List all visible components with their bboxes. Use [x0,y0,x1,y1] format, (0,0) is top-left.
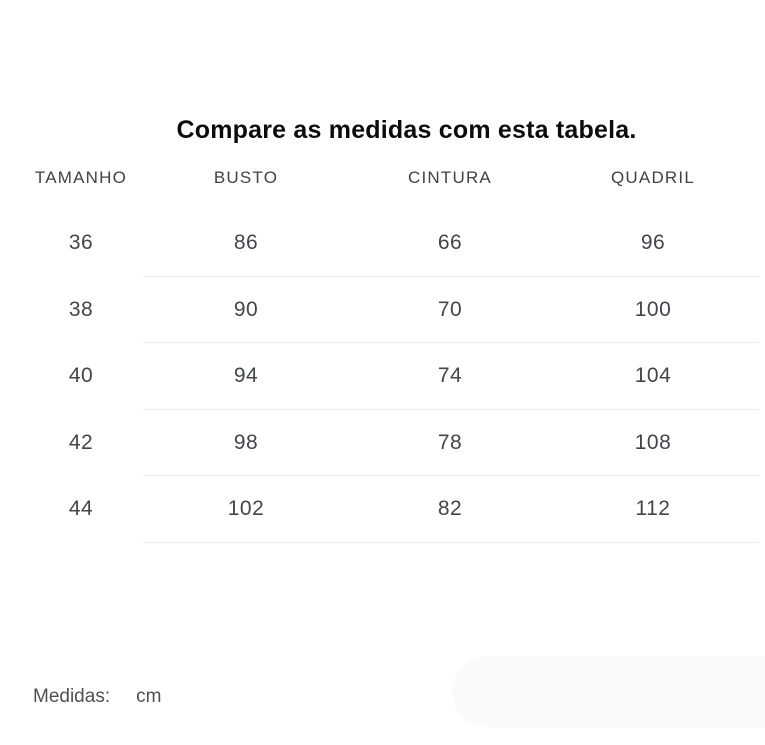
cell-busto: 86 [233,231,259,255]
measurement-unit: cm [136,686,162,707]
cell-tamanho: 36 [68,231,94,255]
cell-cintura: 74 [437,364,463,388]
page-title: Compare as medidas com esta tabela. [176,116,637,144]
cell-quadril: 108 [634,430,672,454]
cell-cintura: 78 [437,430,463,454]
measurements-footer: Medidas: cm [33,685,161,709]
table-row: 42 98 78 108 [0,410,759,476]
table-row: 40 94 74 104 [0,343,759,410]
column-header-busto: BUSTO [213,168,279,187]
table-row: 36 86 66 96 [0,210,759,277]
row-divider [143,275,759,277]
cell-tamanho: 42 [68,430,94,454]
row-divider [143,541,759,543]
column-header-tamanho: TAMANHO [34,168,128,187]
size-table-body: 36 86 66 96 38 90 70 100 40 94 74 104 42… [0,210,765,543]
cell-busto: 98 [233,430,259,454]
table-row: 38 90 70 100 [0,277,759,343]
cell-quadril: 112 [635,497,671,521]
table-header-row: TAMANHO BUSTO CINTURA QUADRIL [0,163,736,193]
cell-busto: 102 [227,497,265,521]
cell-cintura: 70 [437,297,463,321]
cell-quadril: 96 [640,231,666,255]
cell-quadril: 104 [634,364,672,388]
cell-quadril: 100 [634,297,672,321]
row-divider [143,408,759,410]
column-header-quadril: QUADRIL [611,168,695,187]
table-row: 44 102 82 112 [0,476,759,543]
highlight-pill [452,656,765,727]
row-divider [143,475,759,476]
cell-cintura: 82 [437,497,463,521]
cell-tamanho: 38 [68,297,94,321]
column-header-cintura: CINTURA [408,168,492,187]
row-divider [143,342,759,343]
cell-busto: 90 [233,297,259,321]
cell-cintura: 66 [437,231,463,255]
cell-tamanho: 44 [68,497,94,521]
cell-busto: 94 [233,364,259,388]
measurements-label: Medidas: [33,686,111,707]
cell-tamanho: 40 [68,364,94,388]
